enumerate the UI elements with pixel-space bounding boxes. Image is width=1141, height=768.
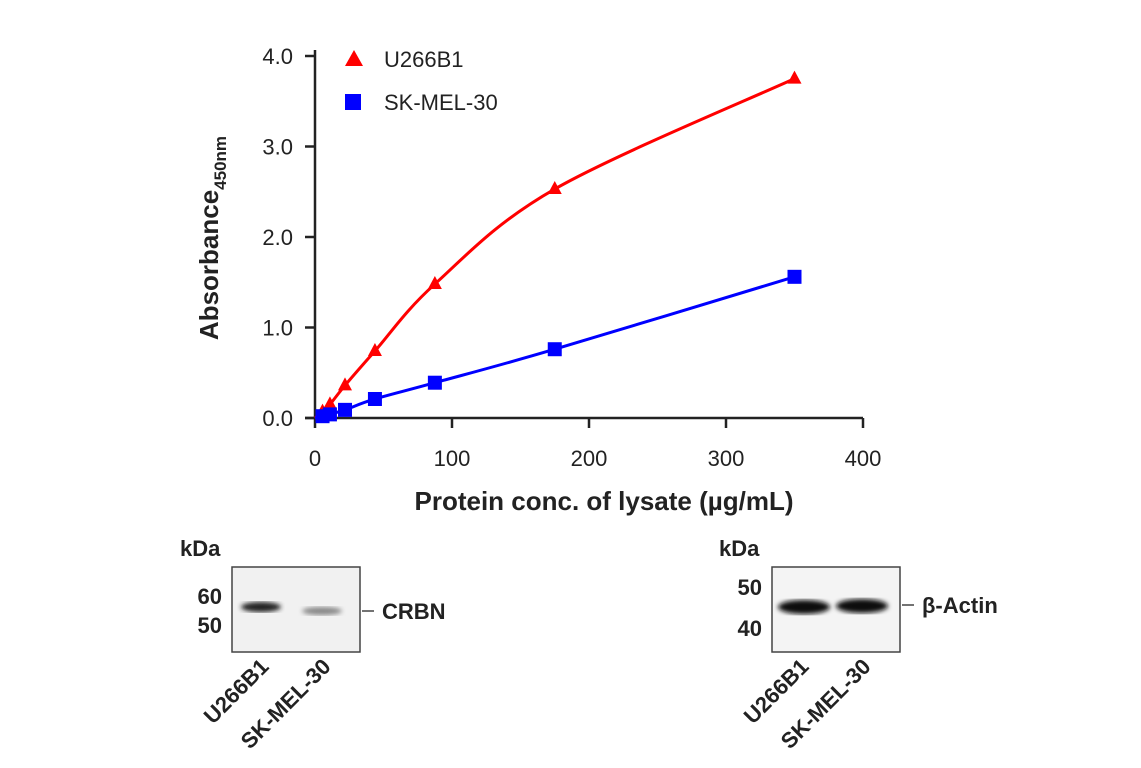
series-line-u266b1 <box>314 77 796 420</box>
x-tick-label: 300 <box>708 446 745 471</box>
point-u266b1 <box>338 377 353 391</box>
point-sk-mel-30 <box>322 407 337 422</box>
point-sk-mel-30 <box>338 402 353 417</box>
point-sk-mel-30 <box>547 342 562 357</box>
band-sk-mel-30 <box>302 607 342 615</box>
y-tick-label: 3.0 <box>262 135 293 160</box>
point-u266b1 <box>787 70 802 84</box>
target-label: β-Actin <box>922 593 998 618</box>
y-tick-label: 1.0 <box>262 316 293 341</box>
y-tick-label: 2.0 <box>262 225 293 250</box>
marker-60: 60 <box>198 584 222 609</box>
x-tick-label: 100 <box>434 446 471 471</box>
band-u266b1 <box>778 600 830 614</box>
blot-crbn: kDa 60 50 CRBN U266B1 SK-MEL-30 <box>180 536 446 754</box>
band-u266b1 <box>241 602 281 612</box>
point-u266b1 <box>322 396 337 410</box>
y-tick-label: 4.0 <box>262 44 293 69</box>
x-tick-label: 0 <box>309 446 321 471</box>
legend-marker-sk-mel-30 <box>345 94 361 110</box>
band-sk-mel-30 <box>836 599 888 613</box>
marker-40: 40 <box>738 616 762 641</box>
legend-marker-u266b1 <box>345 50 363 66</box>
kda-label: kDa <box>180 536 221 561</box>
y-axis-label: Absorbance450nm <box>194 136 230 340</box>
point-u266b1 <box>547 181 562 195</box>
point-u266b1 <box>427 276 442 290</box>
absorbance-chart: 0 100 200 300 400 0.0 1.0 2.0 3.0 4.0 Absorbance4… <box>194 44 881 516</box>
kda-label: kDa <box>719 536 760 561</box>
point-sk-mel-30 <box>427 375 442 390</box>
y-tick-label: 0.0 <box>262 406 293 431</box>
target-label: CRBN <box>382 599 446 624</box>
point-u266b1 <box>367 343 382 357</box>
legend: U266B1 SK-MEL-30 <box>345 47 498 115</box>
point-sk-mel-30 <box>787 269 802 284</box>
x-tick-label: 400 <box>845 446 882 471</box>
marker-50: 50 <box>198 613 222 638</box>
point-sk-mel-30 <box>367 391 382 406</box>
legend-label-sk-mel-30: SK-MEL-30 <box>384 90 498 115</box>
legend-label-u266b1: U266B1 <box>384 47 464 72</box>
marker-50: 50 <box>738 575 762 600</box>
x-axis-label: Protein conc. of lysate (µg/mL) <box>414 486 793 516</box>
x-tick-label: 200 <box>571 446 608 471</box>
blot-actin: kDa 50 40 β-Actin U266B1 SK-MEL-30 <box>719 536 998 754</box>
